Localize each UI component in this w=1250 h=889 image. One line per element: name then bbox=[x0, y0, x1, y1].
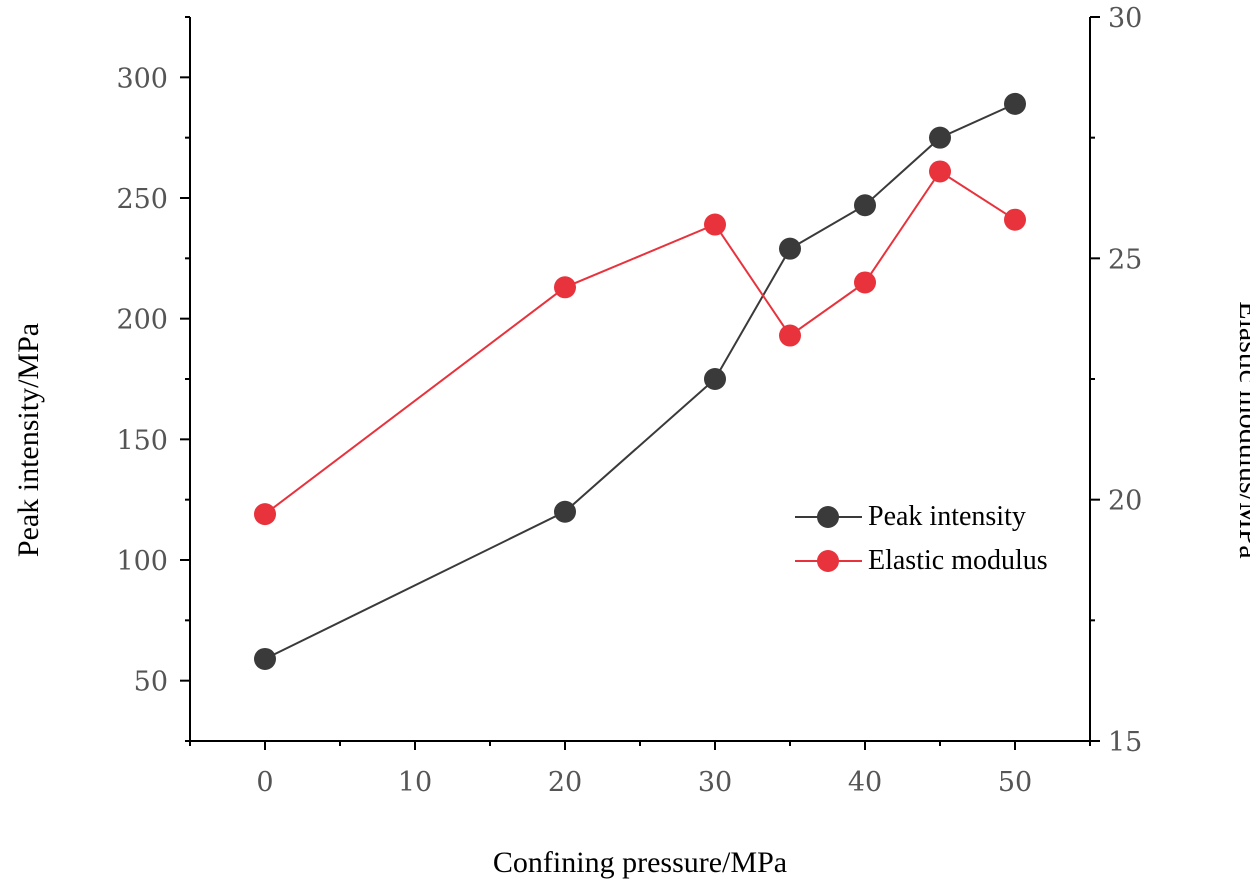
peak-intensity-point bbox=[854, 194, 876, 217]
legend-marker-peak-intensity bbox=[817, 506, 839, 528]
y-axis-title-right: Elastic modulus/MPa bbox=[1233, 301, 1250, 559]
x-tick-label: 30 bbox=[698, 767, 732, 798]
y-tick-label-left: 300 bbox=[116, 63, 168, 94]
elastic-modulus-point bbox=[779, 324, 801, 347]
legend-label-peak-intensity: Peak intensity bbox=[868, 501, 1026, 532]
axes: 0 10 20 30 40 50 50 100 150 200 250 300 15 20 25 30 bbox=[116, 3, 1142, 798]
elastic-modulus-point bbox=[854, 271, 876, 294]
legend-marker-elastic-modulus bbox=[817, 550, 839, 572]
peak-intensity-point bbox=[779, 237, 801, 260]
elastic-modulus-line bbox=[264, 170, 1016, 515]
elastic-modulus-point bbox=[929, 160, 951, 183]
peak-intensity-point bbox=[554, 500, 576, 523]
peak-intensity-point bbox=[704, 368, 726, 390]
elastic-modulus-point bbox=[1004, 208, 1026, 231]
x-tick-label: 40 bbox=[848, 767, 882, 798]
y-tick-label-left: 150 bbox=[116, 425, 168, 456]
y-tick-label-left: 250 bbox=[116, 184, 168, 215]
peak-intensity-point bbox=[254, 647, 276, 670]
y-tick-label-right: 15 bbox=[1108, 727, 1142, 758]
y-axis-title-left: Peak intensity/MPa bbox=[12, 323, 45, 557]
peak-intensity-point bbox=[1004, 92, 1026, 115]
series-points bbox=[254, 92, 1026, 670]
y-tick-label-right: 20 bbox=[1108, 486, 1142, 517]
elastic-modulus-point bbox=[554, 276, 576, 299]
x-tick-label: 50 bbox=[998, 767, 1032, 798]
x-tick-label: 10 bbox=[398, 767, 432, 798]
legend-label-elastic-modulus: Elastic modulus bbox=[868, 545, 1048, 576]
x-tick-label: 20 bbox=[548, 767, 582, 798]
x-axis-title: Confining pressure/MPa bbox=[493, 846, 787, 879]
peak-intensity-point bbox=[929, 126, 951, 149]
y-tick-label-left: 100 bbox=[116, 546, 168, 577]
elastic-modulus-point bbox=[704, 213, 726, 236]
legend: Peak intensity Elastic modulus bbox=[795, 501, 1048, 576]
y-tick-label-right: 30 bbox=[1108, 3, 1142, 34]
y-tick-label-right: 25 bbox=[1108, 244, 1142, 275]
y-tick-label-left: 200 bbox=[116, 305, 168, 336]
y-tick-label-left: 50 bbox=[134, 667, 168, 698]
x-tick-label: 0 bbox=[256, 767, 273, 798]
elastic-modulus-point bbox=[254, 503, 276, 526]
